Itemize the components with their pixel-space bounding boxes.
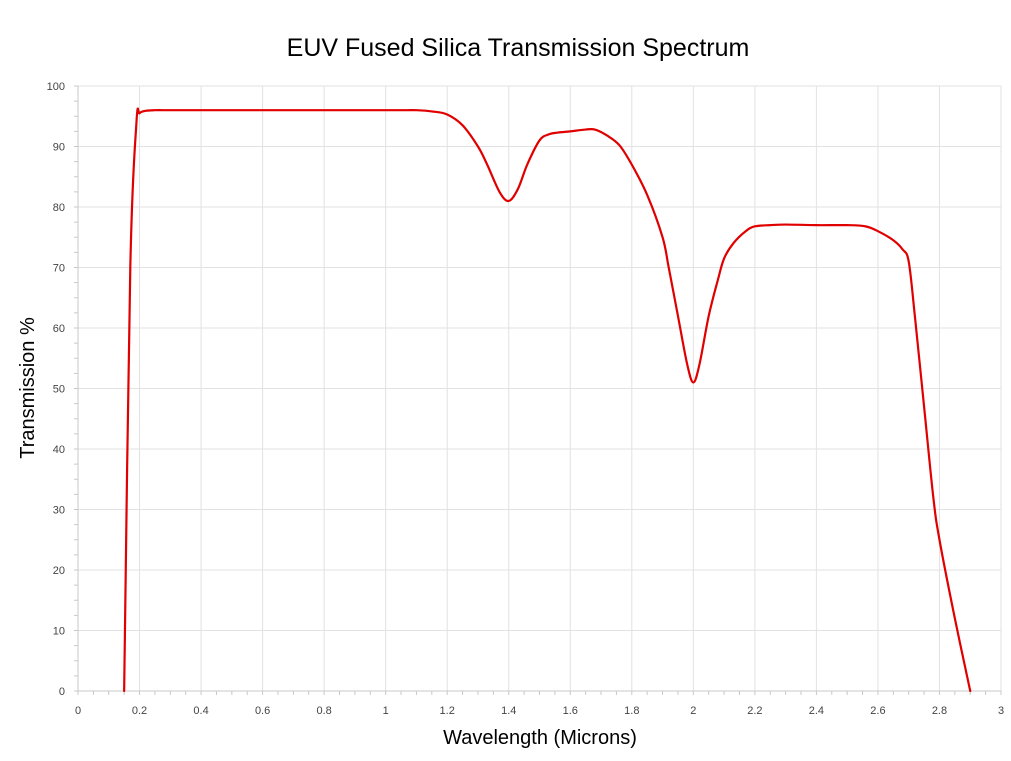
x-tick-label: 2.4	[809, 705, 824, 717]
x-tick-label: 1.6	[563, 705, 578, 717]
y-tick-label: 40	[53, 444, 65, 456]
y-tick-label: 60	[53, 323, 65, 335]
y-tick-label: 30	[53, 505, 65, 517]
chart-title: EUV Fused Silica Transmission Spectrum	[287, 34, 750, 62]
x-tick-label: 1	[383, 705, 389, 717]
gridlines	[78, 85, 1002, 691]
x-tick-label: 0.6	[255, 705, 270, 717]
y-tick-label: 80	[53, 202, 65, 214]
x-tick-label: 2	[690, 705, 696, 717]
y-tick-label: 20	[53, 565, 65, 577]
x-tick-label: 1.4	[501, 705, 516, 717]
y-axis-title: Transmission %	[17, 317, 39, 459]
x-axis-ticks: 0 0.2 0.4 0.6 0.8 1 1.2 1.4 1.6 1.8 2 2.2 2.4 2.6 2.8 3	[75, 705, 1004, 717]
y-tick-label: 0	[59, 686, 65, 698]
x-tick-label: 0.8	[316, 705, 331, 717]
y-axis-ticks: 0 10 20 30 40 50 60 70 80 90 100	[47, 81, 65, 698]
y-tick-label: 90	[53, 142, 65, 154]
y-tick-label: 70	[53, 263, 65, 275]
series-line-transmission	[123, 107, 972, 693]
x-axis-title: Wavelength (Microns)	[443, 727, 637, 749]
x-tick-label: 1.2	[440, 705, 455, 717]
x-tick-label: 2.2	[747, 705, 762, 717]
series-layer	[123, 107, 972, 693]
x-tick-label: 1.8	[624, 705, 639, 717]
y-tick-label: 50	[53, 384, 65, 396]
x-tick-label: 0.4	[193, 705, 208, 717]
x-tick-label: 0.2	[132, 705, 147, 717]
x-tick-label: 0	[75, 705, 81, 717]
y-tick-label: 100	[47, 81, 65, 93]
y-tick-label: 10	[53, 626, 65, 638]
x-tick-label: 2.6	[870, 705, 885, 717]
axes	[74, 85, 1002, 695]
x-tick-label: 3	[998, 705, 1004, 717]
x-tick-label: 2.8	[932, 705, 947, 717]
